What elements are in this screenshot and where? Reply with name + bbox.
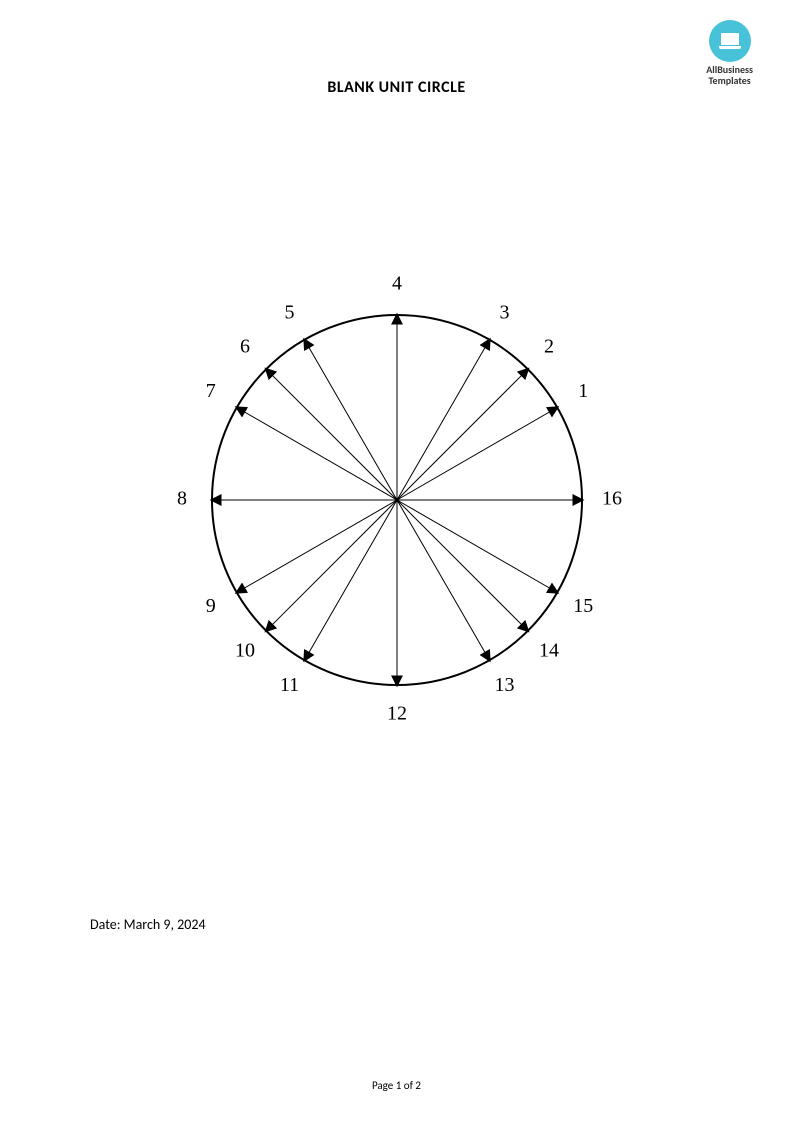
spoke-label: 2 (544, 336, 554, 358)
laptop-icon (719, 33, 741, 49)
unit-circle-diagram: 16123456789101112131415 (137, 240, 657, 765)
date-line: Date: March 9, 2024 (90, 916, 206, 933)
spoke-label: 4 (392, 273, 402, 295)
unit-circle-svg: 16123456789101112131415 (137, 240, 657, 760)
spoke-label: 11 (279, 674, 298, 696)
spoke-line (397, 408, 557, 501)
spoke-label: 8 (177, 488, 187, 510)
spoke-line (236, 500, 396, 593)
brand-logo-circle (709, 20, 751, 62)
spoke-label: 13 (494, 674, 514, 696)
spoke-line (304, 340, 397, 500)
spoke-label: 10 (234, 640, 254, 662)
spoke-label: 6 (239, 336, 249, 358)
spoke-label: 9 (205, 595, 215, 617)
spoke-line (397, 500, 528, 631)
spoke-label: 12 (387, 703, 407, 725)
spoke-line (266, 369, 397, 500)
spoke-line (304, 500, 397, 660)
spoke-label: 7 (205, 380, 215, 402)
spoke-label: 16 (602, 488, 622, 510)
spoke-label: 15 (573, 595, 593, 617)
brand-logo: AllBusiness Templates (706, 20, 753, 86)
spoke-label: 5 (284, 301, 294, 323)
spoke-label: 14 (539, 640, 559, 662)
spoke-line (397, 340, 490, 500)
spoke-line (397, 369, 528, 500)
page-footer: Page 1 of 2 (0, 1079, 793, 1092)
page-title: BLANK UNIT CIRCLE (0, 78, 793, 97)
spoke-label: 3 (499, 301, 509, 323)
spoke-line (236, 408, 396, 501)
spoke-line (397, 500, 557, 593)
spoke-label: 1 (578, 380, 588, 402)
spoke-line (397, 500, 490, 660)
spoke-line (266, 500, 397, 631)
